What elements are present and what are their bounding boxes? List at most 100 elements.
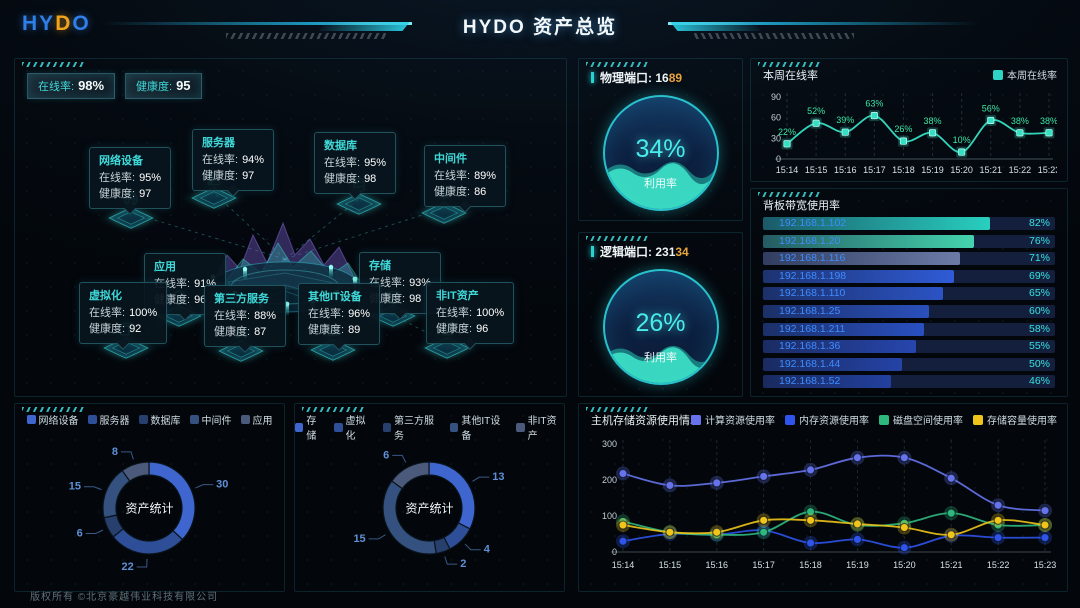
legend-item[interactable]: 应用 xyxy=(240,412,273,427)
svg-text:22: 22 xyxy=(121,561,133,573)
svg-text:15: 15 xyxy=(353,533,365,545)
logical-utilization-pct: 26% xyxy=(635,309,686,338)
brand-accent: D xyxy=(55,12,73,35)
svg-text:15:22: 15:22 xyxy=(987,560,1010,570)
legend-item[interactable]: 网络设备 xyxy=(26,412,79,427)
svg-text:15:19: 15:19 xyxy=(921,165,944,175)
svg-text:56%: 56% xyxy=(982,103,1000,113)
bandwidth-pct-label: 55% xyxy=(1028,340,1050,353)
topo-tip-database: 数据库 在线率: 95% 健康度: 98 xyxy=(314,132,397,194)
bandwidth-row: 192.168.1.52 46% xyxy=(763,375,1055,389)
legend-item[interactable]: 虚拟化 xyxy=(334,412,374,442)
online-rate-value: 98% xyxy=(78,78,105,93)
bandwidth-bar-fill xyxy=(763,217,991,230)
svg-text:60: 60 xyxy=(771,113,781,123)
bandwidth-row: 192.168.1.25 60% xyxy=(763,304,1055,318)
topo-tip-nonit: 非IT资产 在线率: 100% 健康度: 96 xyxy=(426,282,515,344)
host-usage-title: 主机存储资源使用情况 xyxy=(591,415,701,427)
bandwidth-row: 192.168.1.102 82% xyxy=(763,217,1055,230)
legend-item[interactable]: 本周在线率 xyxy=(993,67,1057,82)
legend-item[interactable]: 服务器 xyxy=(87,412,130,427)
physical-ports-panel: 物理端口: 1689 34% 利用率 xyxy=(578,58,743,221)
weekly-legend: 本周在线率 xyxy=(993,67,1057,82)
health-label: 健康度: xyxy=(136,81,173,93)
svg-text:15:20: 15:20 xyxy=(893,560,916,570)
bandwidth-ip-label: 192.168.1.44 xyxy=(779,357,841,370)
bandwidth-pct-label: 46% xyxy=(1028,375,1050,388)
donut1-legend: 网络设备 服务器 数据库 中间件 应用 xyxy=(15,412,284,427)
bandwidth-ip-label: 192.168.1.211 xyxy=(779,322,846,335)
header: HYDO HYDO 资产总览 xyxy=(0,0,1080,52)
donut2-center-label: 资产统计 xyxy=(405,501,454,516)
utilization-label: 利用率 xyxy=(644,178,677,191)
bandwidth-row: 192.168.1.116 71% xyxy=(763,252,1055,266)
svg-text:15:15: 15:15 xyxy=(659,560,682,570)
asset-donut-chart-1: 30 22 6 15 8 xyxy=(69,446,229,573)
legend-swatch xyxy=(240,415,250,424)
bandwidth-pct-label: 69% xyxy=(1028,269,1050,282)
host-usage-panel: 主机存储资源使用情况 计算资源使用率 内存资源使用率 磁盘空间使用率 存储容量使用率 … xyxy=(578,403,1068,592)
legend-swatch xyxy=(87,415,97,424)
legend-swatch xyxy=(879,414,889,425)
bandwidth-bar-fill xyxy=(763,340,916,354)
bandwidth-row: 192.168.1.20 76% xyxy=(763,234,1055,248)
asset-stats-panel-1: 网络设备 服务器 数据库 中间件 应用 30 22 6 15 8 资产统计 xyxy=(14,403,285,592)
svg-text:15:16: 15:16 xyxy=(834,165,857,175)
title-tick xyxy=(591,72,594,83)
donut1-center-label: 资产统计 xyxy=(125,501,174,516)
legend-item[interactable]: 第三方服务 xyxy=(382,412,441,442)
legend-item[interactable]: 非IT资产 xyxy=(516,412,564,442)
legend-item[interactable]: 中间件 xyxy=(189,412,232,427)
svg-text:15:16: 15:16 xyxy=(706,560,729,570)
online-rate-badge: 在线率: 98% xyxy=(27,73,116,99)
bandwidth-ip-label: 192.168.1.198 xyxy=(779,269,847,282)
svg-text:15:18: 15:18 xyxy=(892,165,915,175)
bandwidth-ip-label: 192.168.1.102 xyxy=(779,217,847,229)
bandwidth-pct-label: 50% xyxy=(1028,357,1050,370)
legend-item[interactable]: 计算资源使用率 xyxy=(691,412,775,427)
host-usage-legend: 计算资源使用率 内存资源使用率 磁盘空间使用率 存储容量使用率 xyxy=(691,412,1057,427)
svg-text:15:21: 15:21 xyxy=(940,560,963,570)
brand-suffix: O xyxy=(72,12,91,35)
svg-text:38%: 38% xyxy=(1011,116,1029,126)
topo-tip-middleware: 中间件 在线率: 89% 健康度: 86 xyxy=(424,145,507,207)
svg-text:38%: 38% xyxy=(924,116,942,126)
bandwidth-row: 192.168.1.198 69% xyxy=(763,269,1055,283)
legend-item[interactable]: 内存资源使用率 xyxy=(785,412,869,427)
svg-text:15:19: 15:19 xyxy=(846,560,869,570)
host-usage-chart: 15:14 15:15 15:16 15:17 15:18 15:19 15:20 15:21… xyxy=(602,439,1056,570)
svg-text:15:20: 15:20 xyxy=(950,165,973,175)
weekly-online-panel: 本周在线率 本周在线率 15:14 15:15 15:16 15:17 15:18 15:… xyxy=(750,58,1068,182)
svg-text:15:21: 15:21 xyxy=(980,165,1003,175)
legend-item[interactable]: 存储容量使用率 xyxy=(973,412,1057,427)
svg-text:8: 8 xyxy=(112,446,118,458)
svg-text:13: 13 xyxy=(492,471,504,483)
svg-text:6: 6 xyxy=(77,527,83,539)
donut2-legend: 存储 虚拟化 第三方服务 其他IT设备 非IT资产 xyxy=(295,412,564,442)
legend-swatch xyxy=(691,414,701,425)
svg-text:15:14: 15:14 xyxy=(612,560,635,570)
bandwidth-pct-label: 71% xyxy=(1028,252,1050,265)
svg-text:15:17: 15:17 xyxy=(752,560,775,570)
legend-item[interactable]: 存储 xyxy=(295,412,325,442)
bandwidth-bar-fill xyxy=(763,269,955,283)
legend-item[interactable]: 磁盘空间使用率 xyxy=(879,412,963,427)
legend-item[interactable]: 数据库 xyxy=(138,412,181,427)
weekly-chart-title: 本周在线率 xyxy=(763,70,818,82)
legend-item[interactable]: 其他IT设备 xyxy=(449,412,507,442)
health-value: 95 xyxy=(176,78,191,93)
topo-tip-network: 网络设备 在线率: 95% 健康度: 97 xyxy=(89,147,172,209)
svg-text:30: 30 xyxy=(216,479,228,491)
svg-text:2: 2 xyxy=(460,558,466,570)
legend-swatch xyxy=(785,414,795,425)
bandwidth-bar-fill xyxy=(763,304,930,318)
bandwidth-bar-fill xyxy=(763,252,960,266)
bandwidth-row: 192.168.1.36 55% xyxy=(763,340,1055,354)
logical-ports-title: 逻辑端口: 23134 xyxy=(591,243,689,260)
physical-port-gauge: 34% 利用率 xyxy=(602,95,719,211)
logical-port-gauge: 26% 利用率 xyxy=(602,269,719,385)
legend-swatch xyxy=(138,415,148,424)
svg-text:0: 0 xyxy=(776,154,781,164)
bandwidth-row: 192.168.1.44 50% xyxy=(763,357,1055,371)
bandwidth-bar-fill xyxy=(763,357,902,371)
